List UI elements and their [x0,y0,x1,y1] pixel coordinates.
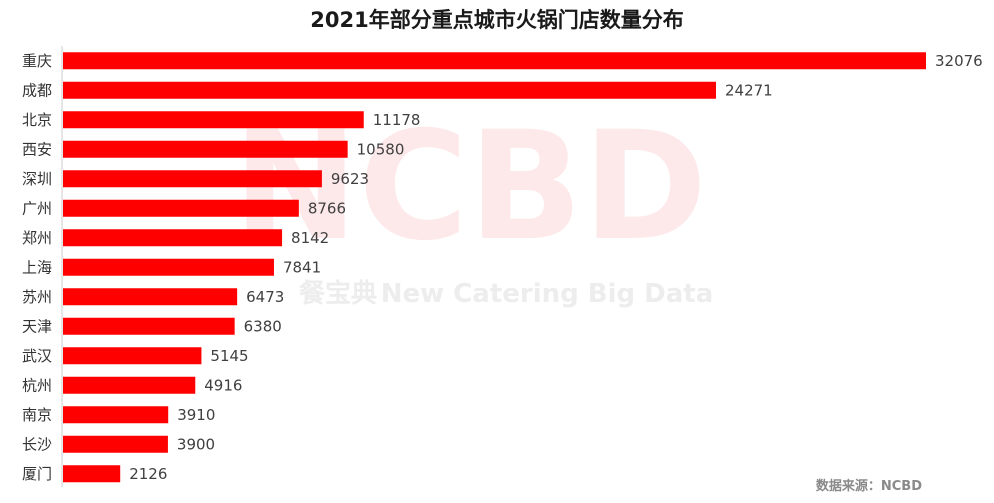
bar [63,140,348,158]
value-label: 4916 [204,376,242,394]
category-label: 上海 [22,258,52,276]
category-label: 西安 [22,140,52,158]
bar [63,406,169,424]
bar [63,81,717,99]
category-label: 深圳 [22,170,52,188]
chart-title: 2021年部分重点城市火锅门店数量分布 [310,8,683,32]
category-label: 北京 [22,111,52,129]
value-label: 2126 [129,465,167,483]
value-label: 10580 [357,140,405,158]
bar [63,347,202,365]
category-label: 重庆 [22,52,52,70]
watermark-cn: 餐宝典 [299,278,377,309]
value-label: 24271 [725,81,773,99]
bar [63,317,235,335]
category-label: 郑州 [22,229,52,247]
data-source: 数据来源：NCBD [816,478,922,494]
value-label: 3900 [177,435,215,453]
bar [63,111,364,129]
value-label: 9623 [331,170,369,188]
value-label: 6473 [246,288,284,306]
category-label: 成都 [22,81,52,99]
bar [63,465,121,483]
value-label: 3910 [177,406,215,424]
value-label: 8142 [291,229,329,247]
category-label: 天津 [22,317,52,335]
value-label: 11178 [373,111,421,129]
category-label: 广州 [22,199,52,217]
category-label: 厦门 [22,465,52,483]
value-label: 32076 [935,52,983,70]
value-label: 7841 [283,258,321,276]
category-label: 苏州 [22,288,52,306]
value-label: 8766 [308,199,346,217]
bar [63,229,283,247]
bars-group: 重庆 32076 成都 24271 北京 11178 西安 10580 深圳 9623 广州 8766… [22,52,983,483]
category-label: 杭州 [22,376,52,394]
value-label: 6380 [244,317,282,335]
value-label: 5145 [210,347,248,365]
bar [63,435,168,453]
bar [63,199,299,217]
bar [63,170,322,188]
category-label: 长沙 [22,435,52,453]
category-label: 南京 [22,406,52,424]
bar [63,258,274,276]
bar [63,288,238,306]
bar [63,52,926,70]
category-label: 武汉 [22,347,52,365]
watermark-en: New Catering Big Data [381,279,714,309]
bar [63,376,196,394]
